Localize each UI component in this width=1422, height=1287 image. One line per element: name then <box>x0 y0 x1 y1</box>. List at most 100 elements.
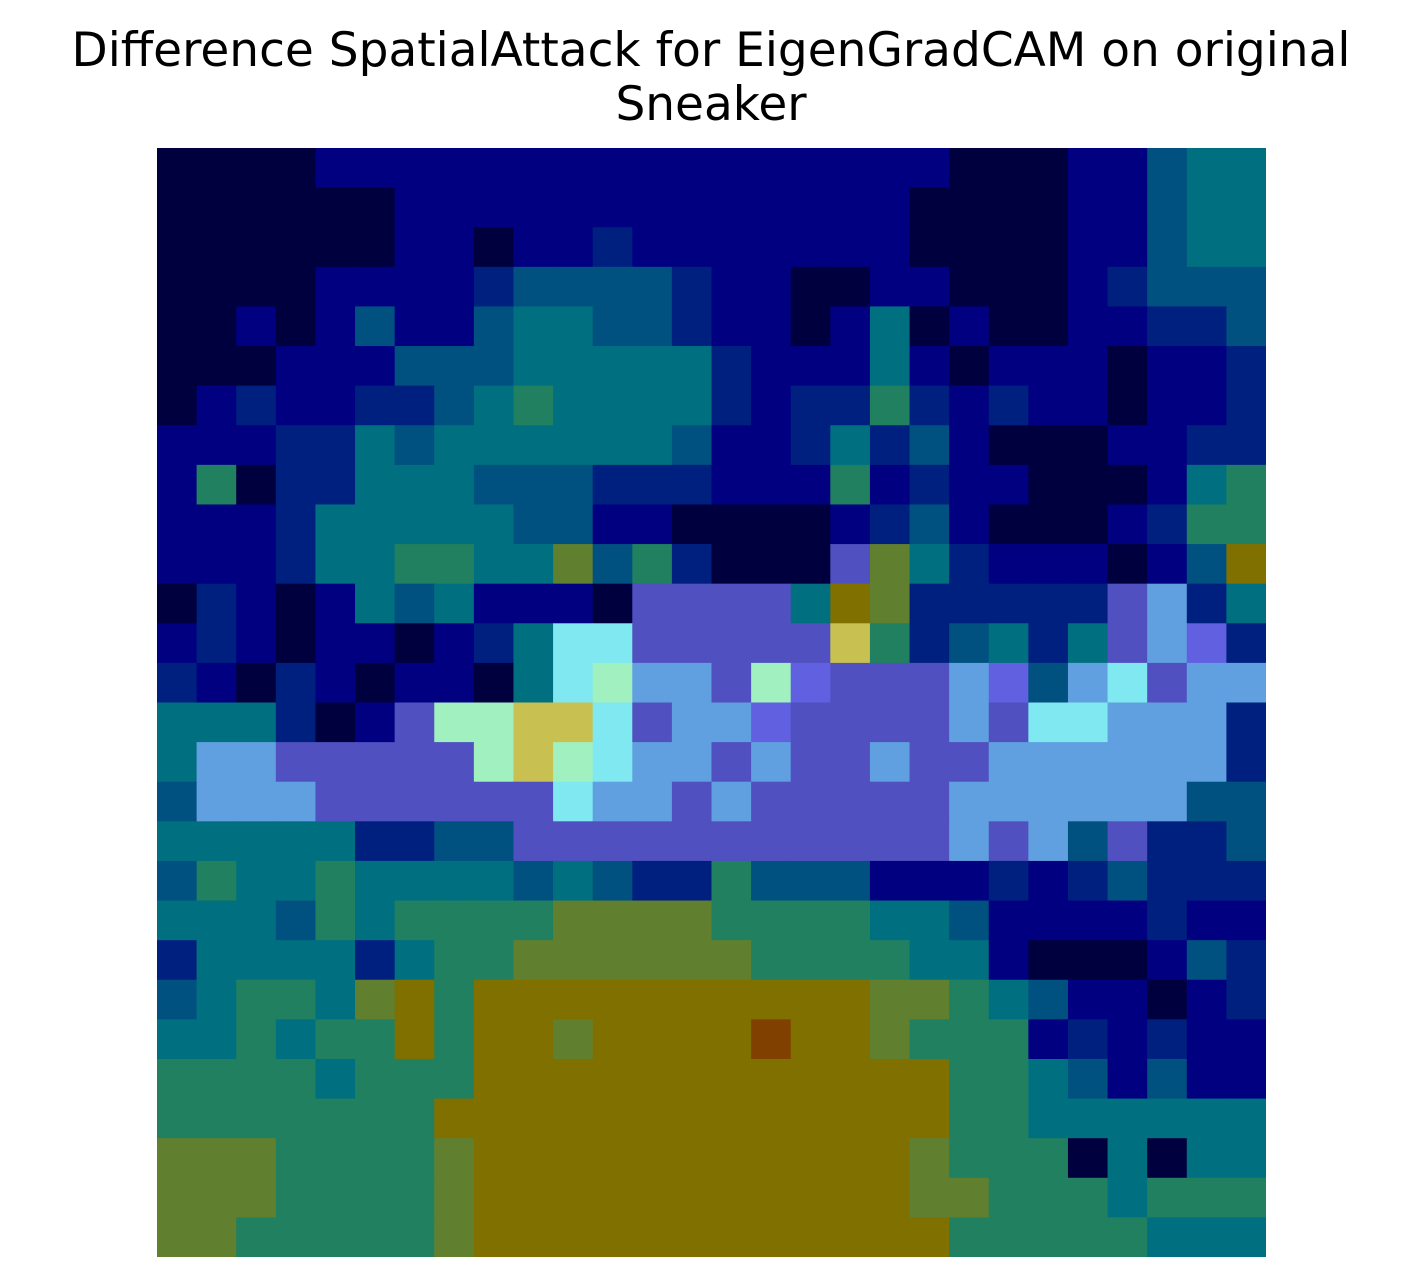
heatmap-cell <box>1028 623 1069 664</box>
heatmap-cell <box>355 306 396 347</box>
heatmap-cell <box>632 781 673 822</box>
heatmap-cell <box>1186 544 1227 585</box>
heatmap-cell <box>830 742 871 783</box>
heatmap-cell <box>869 346 911 387</box>
heatmap-cell <box>275 702 317 743</box>
heatmap-cell <box>513 860 554 902</box>
heatmap-cell <box>434 742 475 783</box>
heatmap-cell <box>315 227 356 268</box>
heatmap-cell <box>909 1217 950 1257</box>
heatmap-cell <box>196 1177 237 1218</box>
heatmap-cell <box>790 1019 831 1060</box>
heatmap-cell <box>1067 900 1109 941</box>
heatmap-cell <box>434 1019 475 1060</box>
heatmap-cell <box>196 464 237 506</box>
heatmap-cell <box>949 979 990 1020</box>
heatmap-cell <box>1147 266 1188 308</box>
heatmap-cell <box>355 1138 396 1179</box>
heatmap-cell <box>1226 702 1266 743</box>
heatmap-cell <box>473 860 515 902</box>
heatmap-cell <box>988 266 1029 308</box>
heatmap-cell <box>1028 1177 1069 1218</box>
heatmap-cell <box>553 346 594 387</box>
heatmap-cell <box>632 702 673 743</box>
heatmap-cell <box>1147 583 1188 624</box>
heatmap-cell <box>988 385 1029 426</box>
heatmap-cell <box>1226 662 1266 704</box>
heatmap-cell <box>157 148 198 189</box>
heatmap-cell <box>751 583 792 624</box>
heatmap-cell <box>473 781 515 822</box>
heatmap-cell <box>592 1138 633 1179</box>
heatmap-cell <box>671 504 713 545</box>
heatmap-cell <box>869 227 911 268</box>
heatmap-cell <box>1028 504 1069 545</box>
heatmap-cell <box>553 1098 594 1139</box>
chart-title: Difference SpatialAttack for EigenGradCA… <box>0 24 1422 132</box>
heatmap-cell <box>553 306 594 347</box>
heatmap-cell <box>988 702 1029 743</box>
heatmap-cell <box>1067 583 1109 624</box>
heatmap-cell <box>196 187 237 228</box>
heatmap-cell <box>1067 742 1109 783</box>
heatmap-cell <box>394 662 435 704</box>
heatmap-cell <box>632 346 673 387</box>
heatmap-cell <box>830 940 871 981</box>
heatmap-cell <box>1226 1217 1266 1257</box>
heatmap-cell <box>1147 1177 1188 1218</box>
heatmap-cell <box>711 1058 752 1100</box>
heatmap-cell <box>1028 148 1069 189</box>
heatmap-cell <box>434 821 475 862</box>
heatmap-cell <box>236 940 277 981</box>
heatmap-cell <box>1028 464 1069 506</box>
heatmap-cell <box>157 346 198 387</box>
heatmap-cell <box>1186 346 1227 387</box>
heatmap-cell <box>473 1177 515 1218</box>
heatmap-cell <box>513 900 554 941</box>
heatmap-cell <box>632 1058 673 1100</box>
heatmap-cell <box>394 979 435 1020</box>
heatmap-cell <box>751 662 792 704</box>
heatmap-cell <box>1226 781 1266 822</box>
heatmap-cell <box>1028 662 1069 704</box>
heatmap-cell <box>355 148 396 189</box>
heatmap-cell <box>592 504 633 545</box>
heatmap-cell <box>909 425 950 466</box>
heatmap-cell <box>355 1058 396 1100</box>
heatmap-cell <box>949 781 990 822</box>
heatmap-cell <box>1226 979 1266 1020</box>
heatmap-cell <box>790 1217 831 1257</box>
heatmap-cell <box>1186 781 1227 822</box>
heatmap-cell <box>1226 940 1266 981</box>
heatmap-cell <box>275 148 317 189</box>
heatmap-cell <box>1147 385 1188 426</box>
heatmap-cell <box>1028 900 1069 941</box>
heatmap-cell <box>671 1177 713 1218</box>
heatmap-cell <box>196 979 237 1020</box>
heatmap-cell <box>473 1098 515 1139</box>
heatmap-cell <box>513 583 554 624</box>
heatmap-cell <box>394 306 435 347</box>
heatmap-cell <box>671 821 713 862</box>
heatmap-cell <box>1067 1098 1109 1139</box>
heatmap-cell <box>434 940 475 981</box>
heatmap-cell <box>592 1058 633 1100</box>
heatmap-cell <box>869 187 911 228</box>
heatmap-cell <box>830 227 871 268</box>
heatmap-cell <box>394 187 435 228</box>
heatmap-cell <box>1107 900 1148 941</box>
heatmap-cell <box>1028 1098 1069 1139</box>
heatmap-cell <box>434 1217 475 1257</box>
heatmap-cell <box>592 187 633 228</box>
heatmap-cell <box>1067 266 1109 308</box>
heatmap-cell <box>513 1217 554 1257</box>
heatmap-cell <box>790 662 831 704</box>
heatmap-cell <box>1147 425 1188 466</box>
heatmap-cell <box>671 1058 713 1100</box>
heatmap-cell <box>1226 346 1266 387</box>
heatmap-cell <box>553 504 594 545</box>
heatmap-cell <box>1028 860 1069 902</box>
heatmap-cell <box>988 1098 1029 1139</box>
heatmap-cell <box>671 227 713 268</box>
heatmap-cell <box>236 148 277 189</box>
